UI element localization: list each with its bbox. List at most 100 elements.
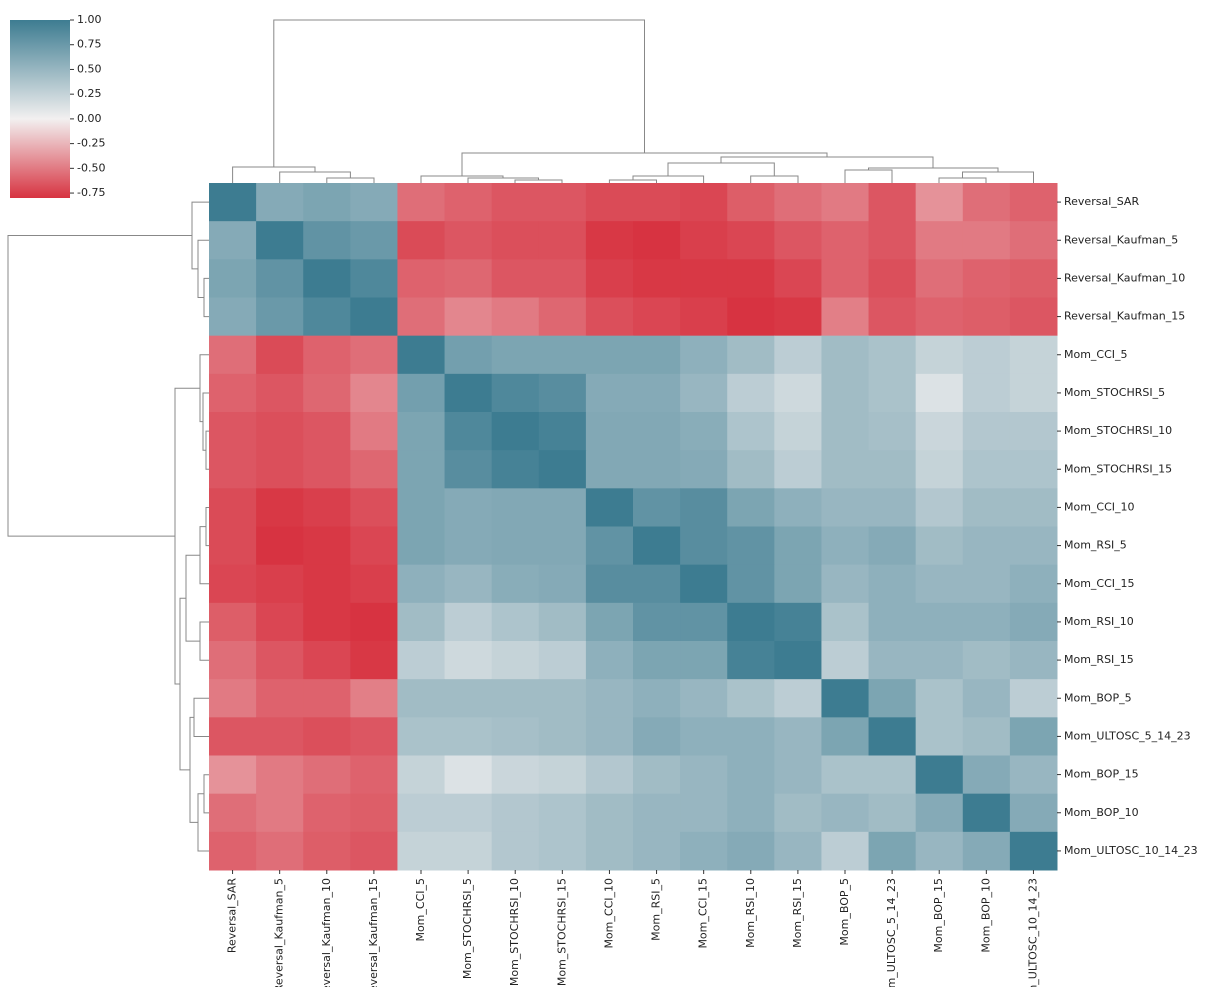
heatmap-cell	[491, 335, 540, 375]
heatmap-cell	[585, 450, 634, 489]
heatmap-cell	[868, 488, 917, 527]
heatmap-cell	[350, 373, 398, 413]
heatmap-cell	[444, 259, 493, 298]
heatmap-cell	[680, 221, 728, 260]
heatmap-cell	[962, 602, 1011, 642]
heatmap-cell	[491, 679, 540, 718]
heatmap-cell	[397, 221, 446, 260]
heatmap-cell	[256, 564, 304, 604]
heatmap-cell	[303, 564, 351, 604]
heatmap-cell	[303, 831, 351, 871]
heatmap-cell	[727, 221, 775, 260]
colorbar-tick-label: 0.25	[77, 87, 102, 100]
heatmap-cell	[303, 641, 351, 680]
heatmap-cell	[774, 488, 822, 527]
heatmap-cell	[915, 183, 964, 222]
heatmap-cell	[350, 793, 398, 833]
heatmap-cell	[491, 526, 540, 566]
x-tick-label: Mom_STOCHRSI_5	[461, 878, 474, 979]
heatmap-cell	[303, 412, 351, 451]
heatmap-cell	[491, 793, 540, 833]
heatmap-cell	[774, 526, 822, 566]
colorbar-tick-label: 1.00	[77, 13, 102, 26]
heatmap-cell	[209, 259, 257, 298]
heatmap-cell	[633, 641, 681, 680]
heatmap-cell	[209, 717, 257, 756]
heatmap-cell	[633, 221, 681, 260]
x-tick-label: Mom_BOP_15	[932, 878, 945, 953]
heatmap-cell	[868, 793, 917, 833]
heatmap-cell	[633, 831, 681, 871]
heatmap-cell	[397, 717, 446, 756]
heatmap-cell	[915, 679, 964, 718]
heatmap-cell	[397, 259, 446, 298]
heatmap-cell	[538, 831, 587, 871]
heatmap-cell	[774, 602, 822, 642]
y-tick-label: Mom_RSI_10	[1064, 615, 1134, 628]
heatmap-cell	[774, 259, 822, 298]
x-tick-label: Mom_STOCHRSI_15	[555, 878, 568, 986]
heatmap-cell	[962, 488, 1011, 527]
heatmap-cell	[256, 602, 304, 642]
heatmap-cell	[868, 221, 917, 260]
heatmap-cell	[538, 602, 587, 642]
x-tick-label: Mom_BOP_5	[838, 878, 851, 946]
heatmap-cell	[256, 412, 304, 451]
x-tick-label: Mom_STOCHRSI_10	[508, 878, 521, 986]
heatmap-cell	[868, 335, 917, 375]
heatmap-cell	[915, 793, 964, 833]
heatmap-cell	[1009, 602, 1058, 642]
heatmap-cell	[821, 335, 870, 375]
heatmap-cell	[633, 412, 681, 451]
heatmap-cell	[444, 564, 493, 604]
heatmap-cell	[350, 564, 398, 604]
y-tick-label: Mom_RSI_5	[1064, 539, 1127, 552]
colorbar-tick-label: 0.75	[77, 38, 102, 51]
heatmap-cell	[350, 679, 398, 718]
heatmap-cell	[774, 450, 822, 489]
heatmap-cell	[915, 755, 964, 795]
heatmap-cell	[444, 450, 493, 489]
heatmap-cell	[491, 831, 540, 871]
heatmap-cell	[491, 412, 540, 451]
y-tick-label: Reversal_Kaufman_5	[1064, 233, 1178, 246]
heatmap-cell	[1009, 488, 1058, 527]
heatmap-cell	[585, 526, 634, 566]
heatmap-cell	[727, 450, 775, 489]
colorbar-tick-label: -0.50	[77, 161, 105, 174]
heatmap-cell	[1009, 564, 1058, 604]
heatmap-cell	[256, 717, 304, 756]
heatmap-cell	[538, 755, 587, 795]
heatmap-cell	[633, 793, 681, 833]
heatmap-cell	[868, 564, 917, 604]
heatmap-cell	[303, 297, 351, 337]
heatmap-cell	[915, 259, 964, 298]
heatmap-cell	[444, 412, 493, 451]
heatmap-cell	[680, 564, 728, 604]
y-tick-label: Mom_ULTOSC_10_14_23	[1064, 844, 1198, 857]
colorbar-tick-label: 0.50	[77, 62, 102, 75]
heatmap-cell	[585, 831, 634, 871]
heatmap-cell	[727, 412, 775, 451]
heatmap-cell	[491, 221, 540, 260]
heatmap-cell	[868, 679, 917, 718]
heatmap-cell	[727, 335, 775, 375]
heatmap-cell	[397, 564, 446, 604]
heatmap-cell	[821, 259, 870, 298]
heatmap-cell	[303, 259, 351, 298]
heatmap-cell	[538, 183, 587, 222]
row-dendrogram	[7, 201, 209, 852]
x-tick-label: Mom_CCI_15	[697, 878, 710, 949]
heatmap-cell	[680, 793, 728, 833]
heatmap-cell	[774, 297, 822, 337]
heatmap-cell	[303, 717, 351, 756]
heatmap-cell	[680, 831, 728, 871]
heatmap-cell	[303, 373, 351, 413]
heatmap-cell	[727, 679, 775, 718]
heatmap-cell	[962, 412, 1011, 451]
heatmap-cell	[538, 488, 587, 527]
heatmap-cell	[444, 488, 493, 527]
heatmap-cell	[727, 831, 775, 871]
heatmap-cell	[256, 373, 304, 413]
heatmap-cell	[680, 183, 728, 222]
